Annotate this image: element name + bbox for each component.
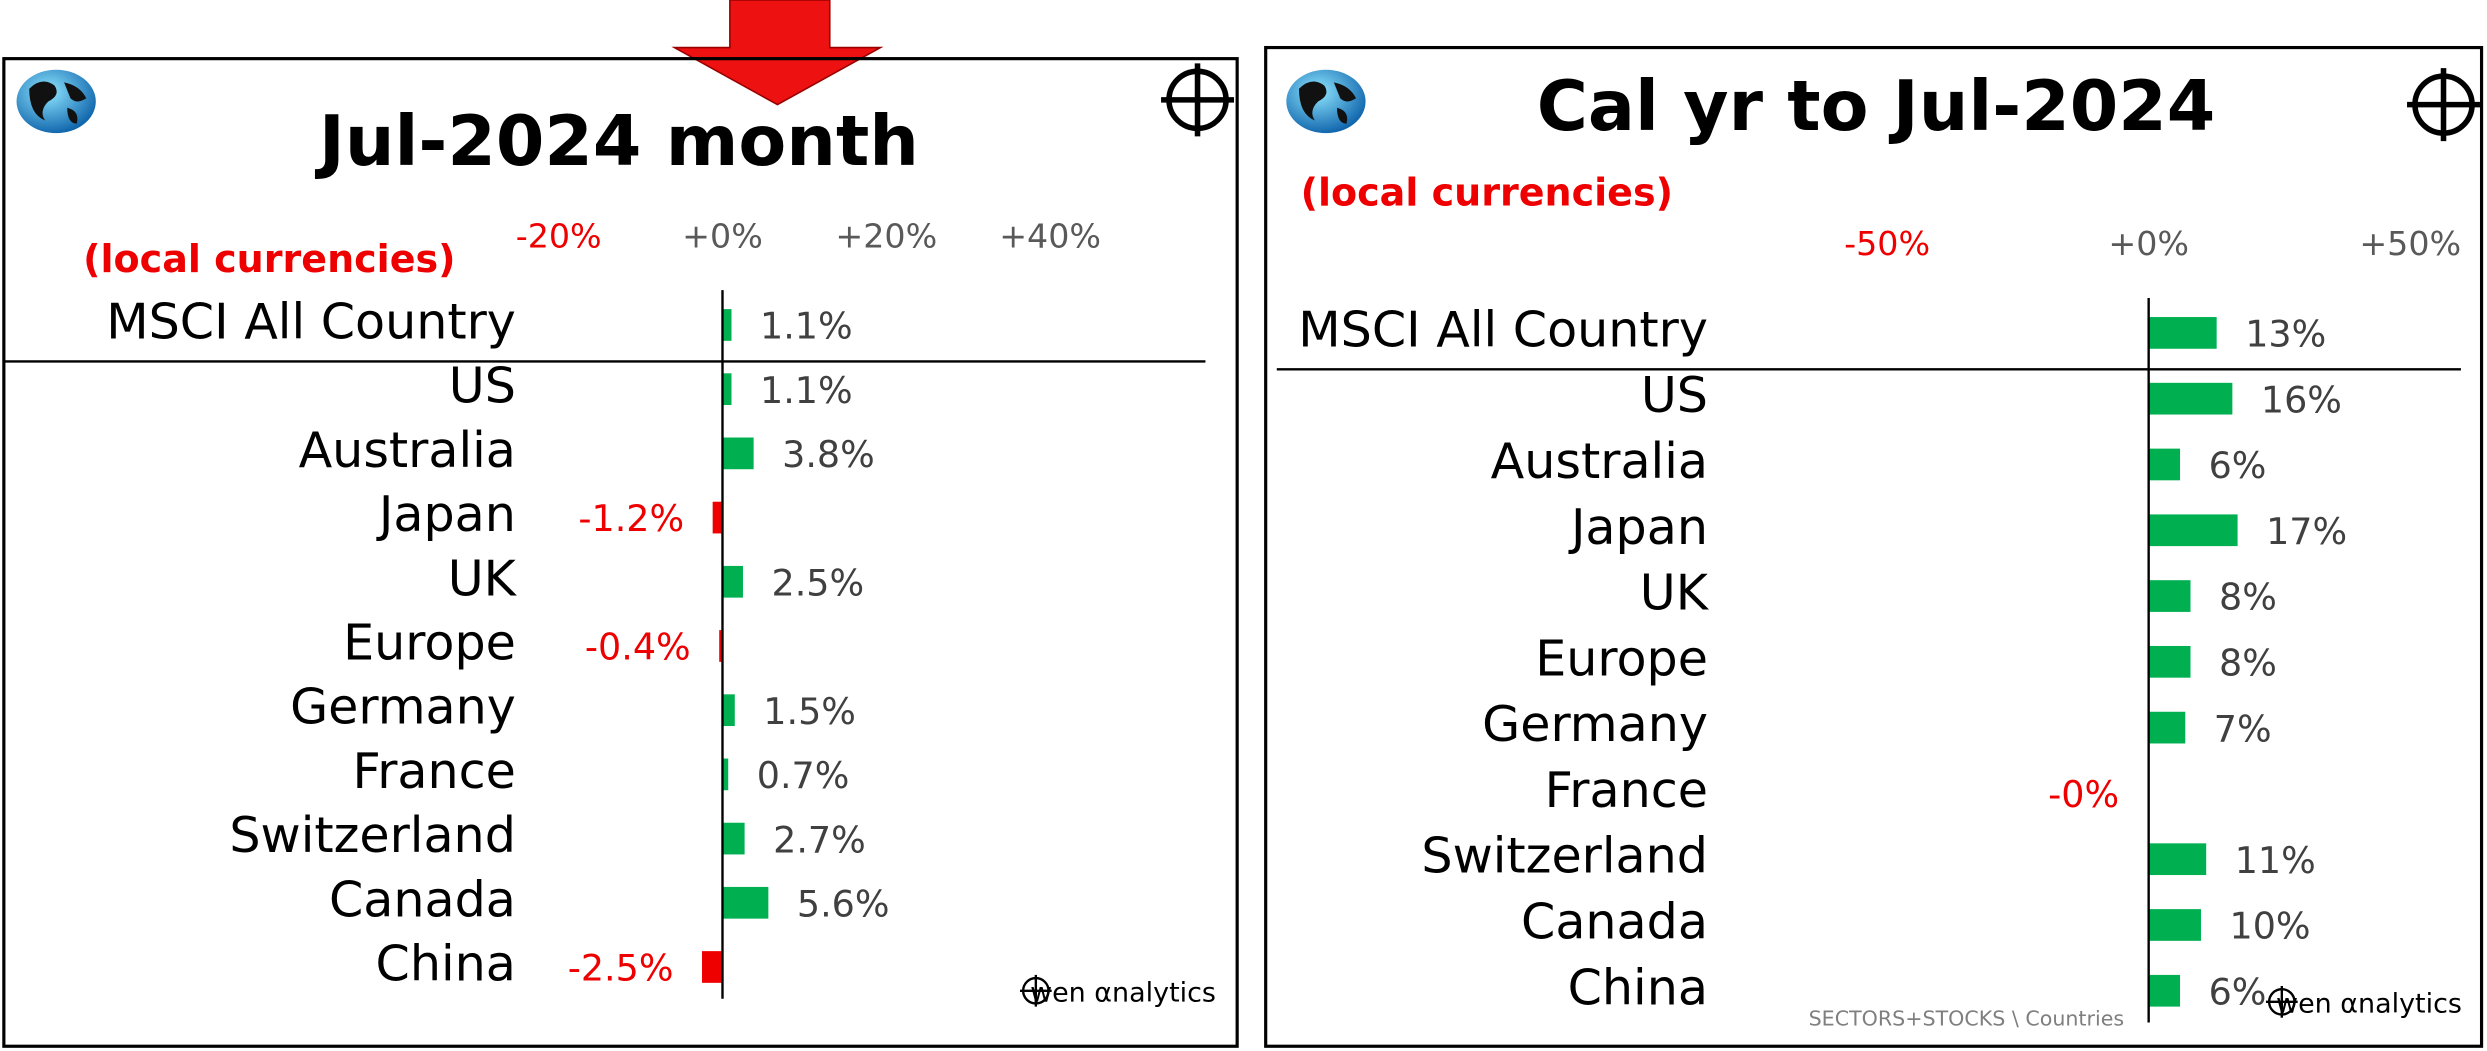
footer: SECTORS+STOCKS \ Countries — [1809, 1006, 2124, 1030]
bar — [702, 951, 723, 983]
brand: wen αnalytics — [1030, 977, 1216, 1008]
value-label: 8% — [2219, 641, 2277, 684]
category-label: Australia — [1491, 432, 1708, 490]
category-label: US — [449, 357, 516, 415]
bar — [712, 501, 723, 534]
category-label: Germany — [1482, 695, 1708, 753]
category-label: France — [1545, 761, 1708, 819]
bar — [2148, 448, 2181, 481]
category-label: Europe — [343, 613, 516, 671]
globe-icon — [1286, 69, 1366, 134]
value-label: 13% — [2245, 313, 2326, 356]
x-tick-label: +20% — [835, 216, 937, 255]
value-label: 0.7% — [757, 754, 850, 797]
category-label: Japan — [1568, 498, 1708, 556]
category-label: UK — [448, 549, 518, 607]
x-tick-label: +0% — [2108, 224, 2189, 263]
value-label: -0.4% — [585, 626, 691, 669]
category-label: MSCI All Country — [1298, 300, 1708, 358]
value-label: -0% — [2048, 773, 2119, 816]
brand: wen αnalytics — [2276, 989, 2462, 1020]
subtitle: (local currencies) — [1301, 170, 1673, 214]
category-label: Canada — [1521, 892, 1708, 950]
category-label: MSCI All Country — [106, 292, 516, 350]
panel-frame — [2, 57, 1239, 1048]
x-tick-label: -50% — [1844, 224, 1930, 263]
category-label: China — [376, 934, 516, 992]
value-label: 7% — [2214, 707, 2272, 750]
category-label: UK — [1640, 564, 1710, 622]
value-label: 6% — [2209, 444, 2267, 487]
category-label: France — [353, 742, 516, 800]
bar — [2148, 580, 2191, 612]
globe-icon — [16, 69, 96, 134]
value-label: 8% — [2219, 576, 2277, 619]
bar — [722, 565, 743, 598]
x-tick-label: +0% — [682, 216, 763, 255]
bar — [719, 630, 723, 662]
bar — [2148, 645, 2191, 678]
category-label: Switzerland — [229, 806, 516, 864]
chart-title: Cal yr to Jul-2024 — [1537, 66, 2216, 147]
panel-frame — [1264, 45, 2484, 1048]
value-label: 11% — [2235, 839, 2316, 882]
x-tick-label: +50% — [2359, 224, 2461, 263]
crosshair-icon — [2407, 68, 2480, 142]
bar — [722, 886, 769, 919]
bar — [722, 437, 754, 470]
bar — [722, 694, 735, 727]
category-label: China — [1568, 958, 1708, 1016]
x-tick-label: -20% — [516, 216, 602, 255]
value-label: 6% — [2209, 970, 2267, 1013]
bar — [2148, 382, 2233, 415]
category-label: Japan — [376, 485, 516, 543]
value-label: 3.8% — [782, 433, 875, 476]
chart-title: Jul-2024 month — [315, 101, 919, 182]
brand-icon — [1019, 974, 1052, 1007]
category-label: Germany — [290, 678, 516, 736]
bar — [2148, 317, 2217, 349]
crosshair-icon — [1161, 63, 1234, 137]
value-label: -1.2% — [578, 497, 684, 540]
category-label: Canada — [329, 870, 516, 928]
value-label: 1.1% — [760, 305, 853, 348]
bar — [722, 758, 729, 791]
bar — [2148, 711, 2186, 744]
category-label: Europe — [1535, 629, 1708, 687]
value-label: 1.1% — [760, 369, 853, 412]
bar — [2148, 909, 2201, 941]
subtitle: (local currencies) — [83, 237, 455, 281]
value-label: 1.5% — [763, 690, 856, 733]
red-arrow — [671, 0, 884, 106]
x-tick-label: +40% — [999, 216, 1101, 255]
value-label: 10% — [2230, 905, 2311, 948]
value-label: 5.6% — [797, 882, 890, 925]
value-label: 17% — [2266, 510, 2347, 553]
bar — [722, 309, 732, 341]
category-label: US — [1641, 366, 1708, 424]
category-label: Switzerland — [1421, 827, 1708, 885]
value-label: 2.5% — [772, 561, 865, 604]
value-label: 16% — [2261, 378, 2342, 421]
bar — [2148, 514, 2238, 547]
bar — [2148, 974, 2181, 1007]
bar — [722, 822, 745, 855]
value-label: 2.7% — [773, 818, 866, 861]
value-label: -2.5% — [568, 947, 674, 990]
bar — [722, 373, 732, 406]
brand-icon — [2265, 986, 2298, 1018]
bar — [2148, 843, 2207, 876]
category-label: Australia — [299, 421, 516, 479]
